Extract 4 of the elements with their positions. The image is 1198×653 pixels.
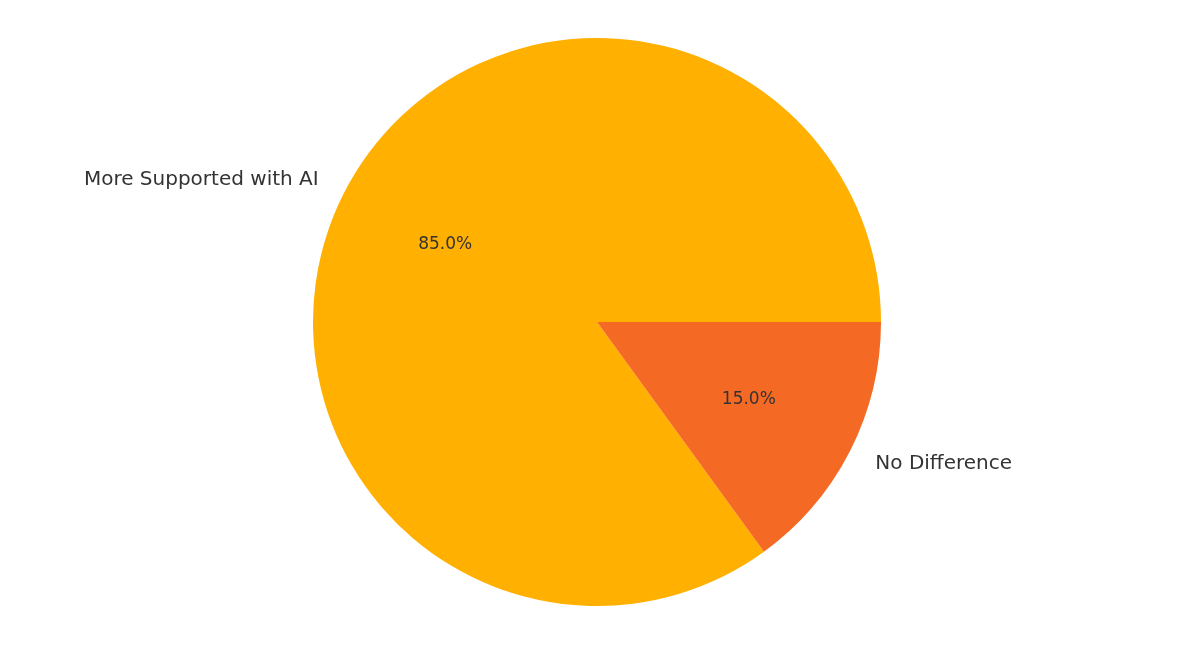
slice-label: More Supported with AI — [83, 166, 319, 191]
slice-label: No Difference — [875, 450, 1013, 475]
data-label: 85.0% — [418, 233, 473, 254]
data-label: 15.0% — [721, 387, 776, 408]
